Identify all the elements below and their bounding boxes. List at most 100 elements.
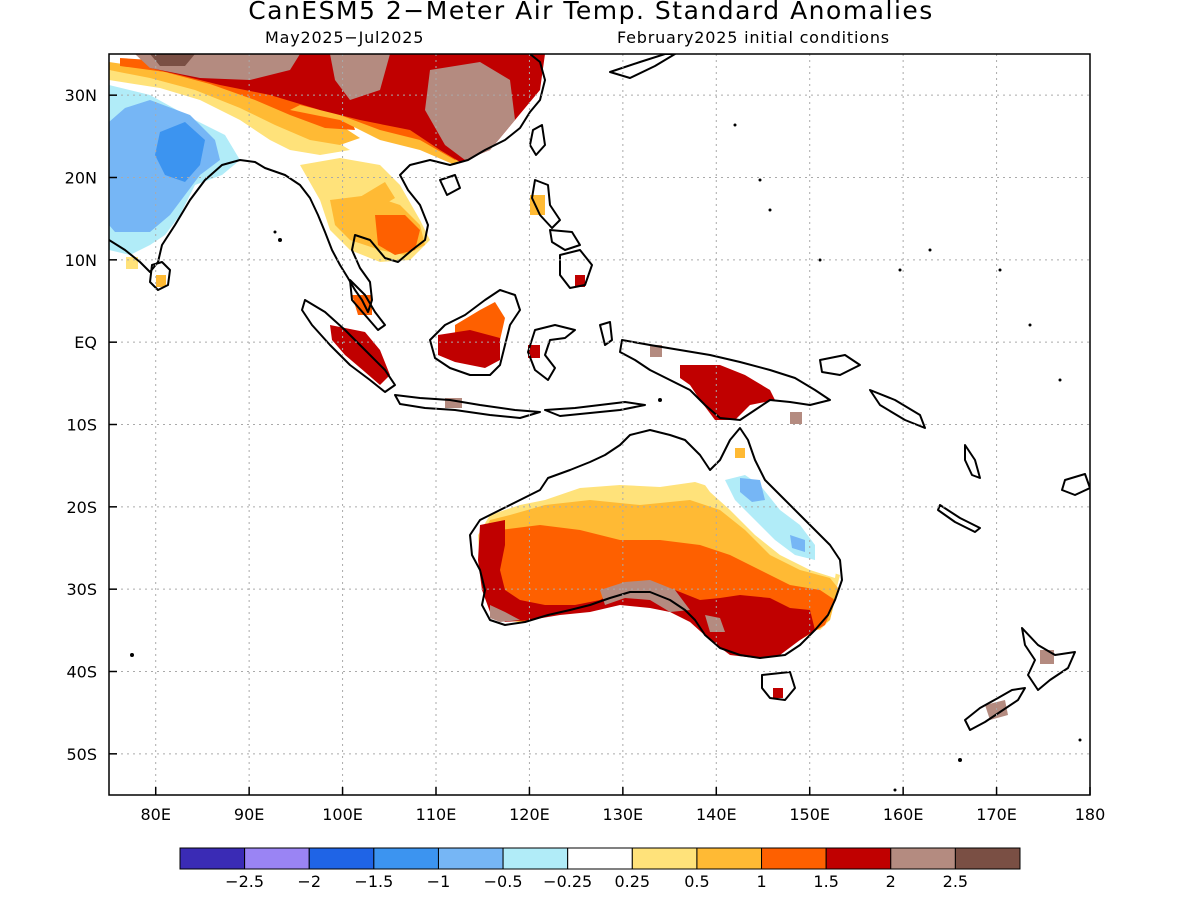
coastline-vanuatu [964, 444, 981, 479]
longitude-labels: 80E 90E 100E 110E 120E 130E 140E 150E 160E 170E 18… [140, 787, 1105, 824]
valid-period: May2025−Jul2025 [265, 28, 425, 47]
nz-brown-patch-2 [985, 700, 1008, 720]
colorbar-swatch [761, 847, 827, 870]
grid-lines [109, 54, 1090, 795]
coastline-fiji [1061, 473, 1090, 496]
colorbar-swatch [890, 847, 956, 870]
coastline-new-britain [819, 354, 861, 376]
coastline-sulawesi [527, 324, 576, 381]
tasmania-warm-patch [773, 688, 783, 698]
new-guinea-warm-region [680, 365, 775, 420]
coastline-nz-south [964, 687, 1026, 731]
colorbar-label: 0.5 [684, 872, 709, 891]
lon-label: 90E [234, 805, 264, 824]
latitude-labels: 30N 20N 10N EQ 10S 20S 30S 40S 50S [65, 86, 117, 764]
colorbar-label: −1.5 [354, 872, 393, 891]
map-title: CanESM5 2−Meter Air Temp. Standard Anoma… [248, 0, 934, 25]
coastline-new-guinea [619, 339, 831, 421]
lat-label: 30N [65, 86, 97, 105]
coastline-japan [609, 54, 676, 79]
lon-label: 120E [509, 805, 550, 824]
anomaly-shading [109, 54, 1054, 720]
new-guinea-brown-patch [650, 345, 662, 357]
coastlines [109, 54, 1090, 731]
indochina-warm-region-3 [375, 215, 420, 255]
colorbar-swatch [437, 847, 504, 870]
coastline-lesser-sunda [544, 401, 646, 417]
colorbar-swatch [567, 847, 633, 870]
coastline-sri-lanka [149, 261, 171, 291]
new-guinea-brown-patch-2 [790, 412, 802, 424]
lon-label: 110E [416, 805, 457, 824]
colorbar-label: 1.5 [813, 872, 838, 891]
colorbar: −2.5 −2 −1.5 −1 −0.5 −0.25 0.25 0.5 1 1.5 2 2.5 [179, 847, 1021, 891]
colorbar-swatch [373, 847, 439, 870]
philippines-warm-patch [575, 275, 585, 287]
australia-brown-region-2 [490, 605, 520, 622]
lon-label: 80E [140, 805, 170, 824]
lon-label: 150E [789, 805, 830, 824]
lon-label: 100E [322, 805, 363, 824]
queensland-warm-patch [735, 448, 745, 458]
coastline-tasmania [761, 671, 796, 701]
colorbar-swatch [179, 847, 246, 870]
colorbar-swatch [308, 847, 375, 870]
coastline-mindanao [559, 249, 593, 289]
himalaya-warm-band [109, 70, 350, 155]
coastline-java [394, 394, 541, 419]
lat-label: 50S [66, 745, 97, 764]
map-frame [108, 53, 1091, 796]
borneo-warm-region-2 [438, 330, 500, 368]
coastline-asia [109, 54, 546, 313]
lon-label: 170E [976, 805, 1017, 824]
coastline-solomons [869, 389, 926, 429]
sumatra-warm-region [330, 325, 390, 385]
lat-label: 20S [66, 498, 97, 517]
colorbar-swatch [825, 847, 892, 870]
himalaya-warm-band-2 [109, 62, 360, 145]
colorbar-swatch [696, 847, 763, 870]
india-cool-region-3 [155, 122, 205, 182]
lon-label: 180 [1075, 805, 1106, 824]
north-dark-region [150, 54, 195, 66]
colorbar-swatch [502, 847, 569, 870]
lat-label: 40S [66, 663, 97, 682]
queensland-cool-2 [740, 478, 765, 502]
china-brown-region-2 [425, 62, 515, 160]
colorbar-label: −0.5 [484, 872, 523, 891]
coastline-nz-north [1021, 627, 1076, 691]
coastline-borneo [429, 289, 521, 376]
lat-label: 20N [65, 169, 97, 188]
lon-label: 160E [883, 805, 924, 824]
coastline-sumatra [301, 299, 396, 393]
island-dots [130, 123, 1082, 792]
coastline-australia [469, 427, 843, 659]
colorbar-swatch [244, 847, 310, 870]
lat-label: 10S [66, 416, 97, 435]
queensland-cool-3 [790, 535, 805, 552]
colorbar-swatch [631, 847, 698, 870]
colorbar-swatch [954, 847, 1021, 870]
sri-lanka-warm-patch [156, 275, 166, 287]
colorbar-label: −2 [297, 872, 321, 891]
coastline-hainan [439, 174, 461, 196]
colorbar-label: −2.5 [225, 872, 264, 891]
colorbar-label: −1 [427, 872, 451, 891]
colorbar-label: 0.25 [614, 872, 650, 891]
coastline-moluccas [599, 321, 613, 346]
colorbar-label: 2.5 [943, 872, 968, 891]
coastline-taiwan [529, 124, 546, 156]
colorbar-label: 1 [756, 872, 766, 891]
coastline-luzon [531, 179, 561, 229]
initial-conditions: February2025 initial conditions [617, 28, 890, 47]
lon-label: 140E [696, 805, 737, 824]
coastline-malaya [349, 279, 386, 331]
lat-label: EQ [74, 333, 97, 352]
himalaya-warm-band-3 [120, 58, 355, 130]
colorbar-label: 2 [886, 872, 896, 891]
indochina-warm-region-4 [355, 182, 395, 210]
coastline-visayas [549, 229, 581, 251]
coastline-new-caledonia [937, 504, 981, 533]
lon-label: 130E [603, 805, 644, 824]
